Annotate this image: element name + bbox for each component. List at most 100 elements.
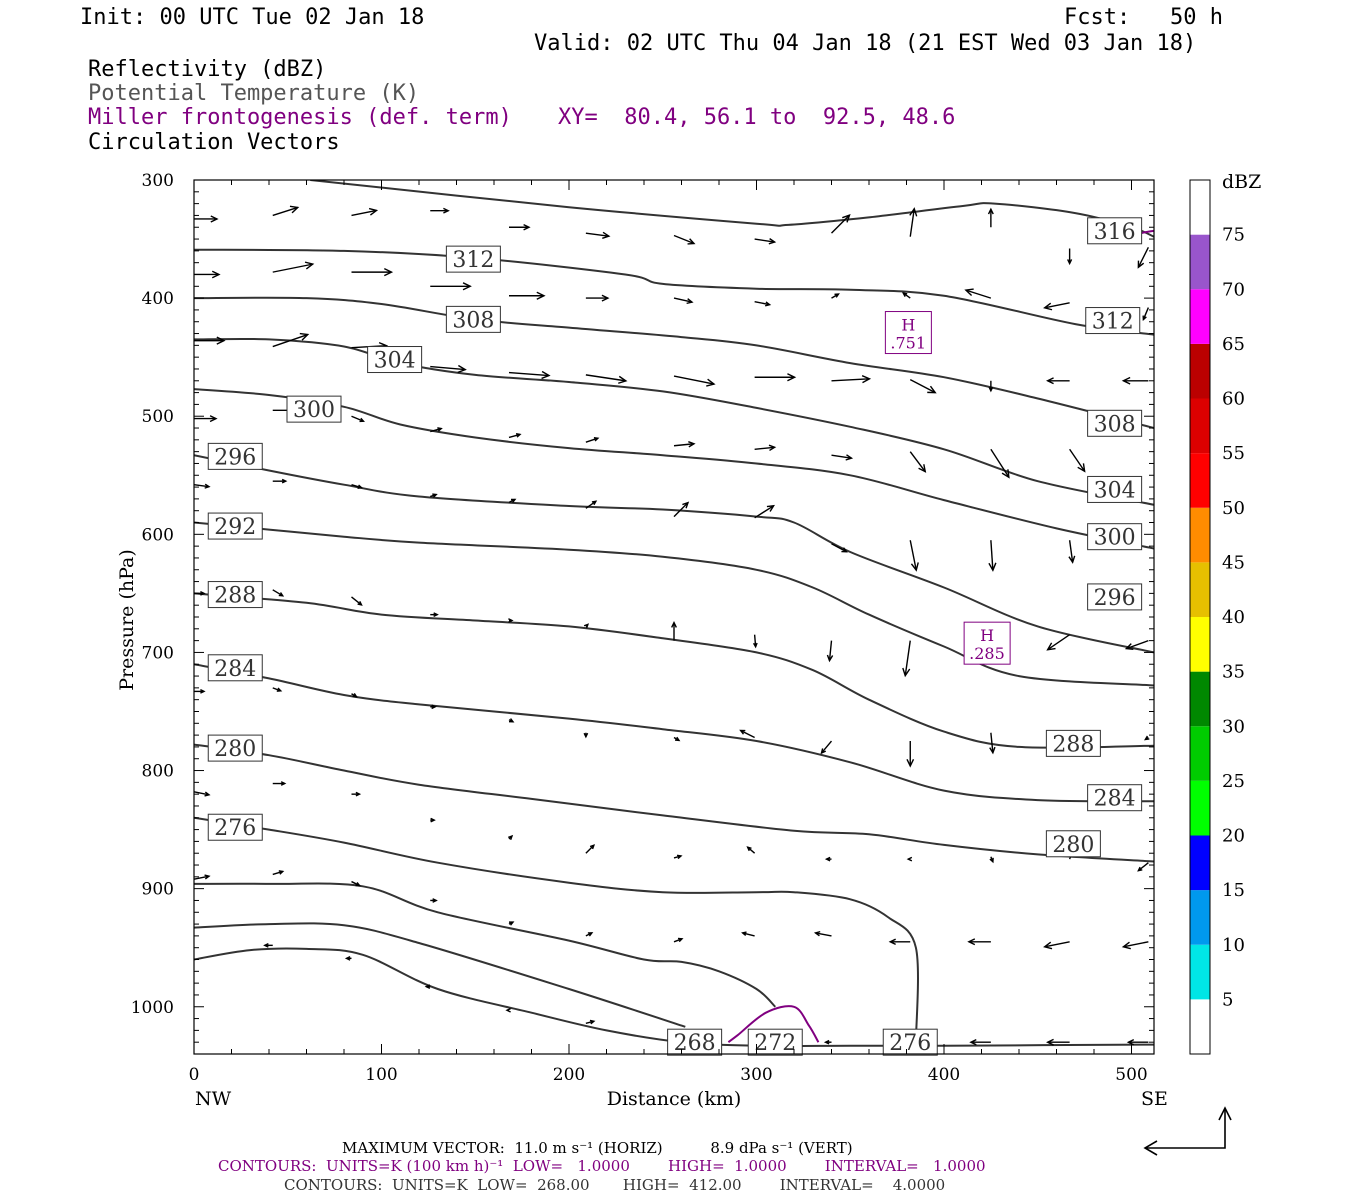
- legend-reflectivity: Reflectivity (dBZ): [88, 57, 327, 82]
- colorbar-segment: [1190, 180, 1210, 235]
- vector-arrowhead: [1077, 463, 1086, 473]
- cross-section-endpoints: XY= 80.4, 56.1 to 92.5, 48.6: [558, 105, 956, 130]
- frontogenesis-max-label: H: [980, 626, 994, 645]
- vector-arrowhead: [593, 436, 600, 442]
- vector-arrowhead: [289, 205, 300, 214]
- isentrope-line: [194, 454, 1154, 654]
- vector-arrowhead: [541, 370, 551, 380]
- x-axis-label: Distance (km): [607, 1088, 742, 1110]
- colorbar-tick-label: 30: [1222, 716, 1245, 737]
- isentrope-label-box: [207, 654, 263, 682]
- vector-arrowhead: [1137, 260, 1145, 269]
- circulation-vector: [815, 932, 832, 937]
- vector-arrowhead: [278, 592, 285, 597]
- vector-arrowhead: [431, 704, 437, 710]
- vector-arrowhead: [906, 758, 915, 768]
- vector-arrowhead: [507, 834, 514, 841]
- circulation-vector: [351, 209, 377, 217]
- isentrope-line: [194, 337, 1154, 506]
- vector-arrowhead: [1046, 377, 1054, 385]
- circulation-vector: [754, 505, 774, 519]
- colorbar-tick-label: 50: [1222, 498, 1245, 519]
- circulation-vector: [351, 484, 362, 489]
- colorbar-tick-label: 10: [1222, 935, 1245, 956]
- circulation-vector: [909, 208, 915, 237]
- isentrope-label-box: [1087, 409, 1143, 437]
- vector-arrowhead: [505, 1007, 511, 1013]
- x-tick-label: 400: [928, 1065, 960, 1085]
- vector-arrowhead: [927, 385, 937, 394]
- colorbar-tick-label: 40: [1222, 607, 1245, 628]
- circulation-vector: [990, 732, 994, 753]
- x-axis-left-end-label: NW: [195, 1088, 232, 1110]
- circulation-vector: [831, 214, 850, 234]
- vector-arrowhead: [204, 483, 211, 489]
- vector-arrowhead: [209, 415, 218, 423]
- circulation-vector: [754, 446, 775, 450]
- circulation-vector: [194, 791, 210, 796]
- vector-arrowhead: [906, 856, 913, 862]
- vector-arrowhead: [591, 500, 598, 506]
- theta-contour-info: CONTOURS: UNITS=K LOW= 268.00 HIGH= 412.…: [284, 1176, 946, 1194]
- valid-time: Valid: 02 UTC Thu 04 Jan 18 (21 EST Wed …: [534, 31, 1197, 56]
- colorbar-tick-label: 45: [1222, 552, 1245, 573]
- init-time: Init: 00 UTC Tue 02 Jan 18: [80, 5, 425, 30]
- circulation-vector: [831, 378, 870, 382]
- isentrope-label: 280: [1052, 833, 1094, 858]
- vector-arrowhead: [677, 937, 684, 943]
- vector-arrowhead: [1121, 941, 1131, 950]
- isentrope-label: 280: [214, 737, 256, 762]
- colorbar-tick-label: 70: [1222, 279, 1245, 300]
- colorbar-segment: [1190, 453, 1210, 508]
- circulation-vector: [1142, 307, 1150, 320]
- circulation-vector: [742, 932, 755, 937]
- isentrope-label: 288: [1052, 732, 1094, 757]
- frontogenesis-max-box: [963, 621, 1011, 665]
- colorbar-unit: dBZ: [1222, 171, 1261, 193]
- colorbar-segment: [1190, 835, 1210, 891]
- vector-arrowhead: [357, 601, 363, 606]
- vector-arrowhead: [589, 844, 596, 850]
- circulation-vector: [351, 415, 364, 422]
- vector-arrowhead: [910, 562, 919, 572]
- vector-arrowhead: [583, 623, 590, 629]
- colorbar-tick-label: 75: [1222, 225, 1245, 246]
- circulation-vector: [508, 433, 521, 439]
- vector-arrowhead: [765, 301, 772, 307]
- vector-arrowhead: [211, 270, 221, 279]
- vector-arrowhead: [587, 932, 594, 937]
- circulation-vector: [194, 484, 210, 488]
- vector-arrowhead: [589, 1019, 596, 1025]
- legend-circulation-vectors: Circulation Vectors: [88, 130, 340, 155]
- colorbar-segment: [1190, 780, 1210, 836]
- vector-arrowhead: [508, 718, 515, 723]
- vector-arrowhead: [304, 261, 315, 270]
- vector-arrowhead: [989, 746, 996, 755]
- vector-arrowhead: [515, 433, 522, 438]
- colorbar-segment: [1190, 890, 1210, 945]
- vector-arrowhead: [618, 375, 628, 384]
- vector-arrowhead: [682, 501, 690, 509]
- vector-arrowhead: [676, 854, 683, 860]
- colorbar-segment: [1190, 726, 1210, 781]
- circulation-vector: [990, 540, 994, 571]
- isentrope-layer: [194, 180, 1154, 1047]
- circulation-vector: [585, 844, 595, 854]
- colorbar-segment: [1190, 507, 1210, 563]
- vector-arrowhead: [1144, 735, 1150, 741]
- vector-arrowhead: [909, 207, 918, 217]
- circulation-vector: [990, 448, 1010, 478]
- colorbar-tick-label: 60: [1222, 389, 1245, 410]
- reference-vector-icon: [1143, 1106, 1232, 1156]
- isentrope-label-box: [445, 245, 501, 273]
- isentrope-label-box: [667, 1028, 723, 1056]
- colorbar-tick-label: 5: [1222, 989, 1233, 1010]
- vector-arrowhead: [674, 736, 681, 742]
- vector-arrowhead: [1001, 469, 1010, 479]
- circulation-vector: [831, 543, 847, 553]
- vector-arrowhead: [969, 1038, 977, 1046]
- isentrope-label-box: [1085, 307, 1141, 335]
- circulation-vector: [673, 443, 695, 447]
- circulation-vector: [1137, 247, 1150, 268]
- vector-arrowhead: [430, 817, 436, 823]
